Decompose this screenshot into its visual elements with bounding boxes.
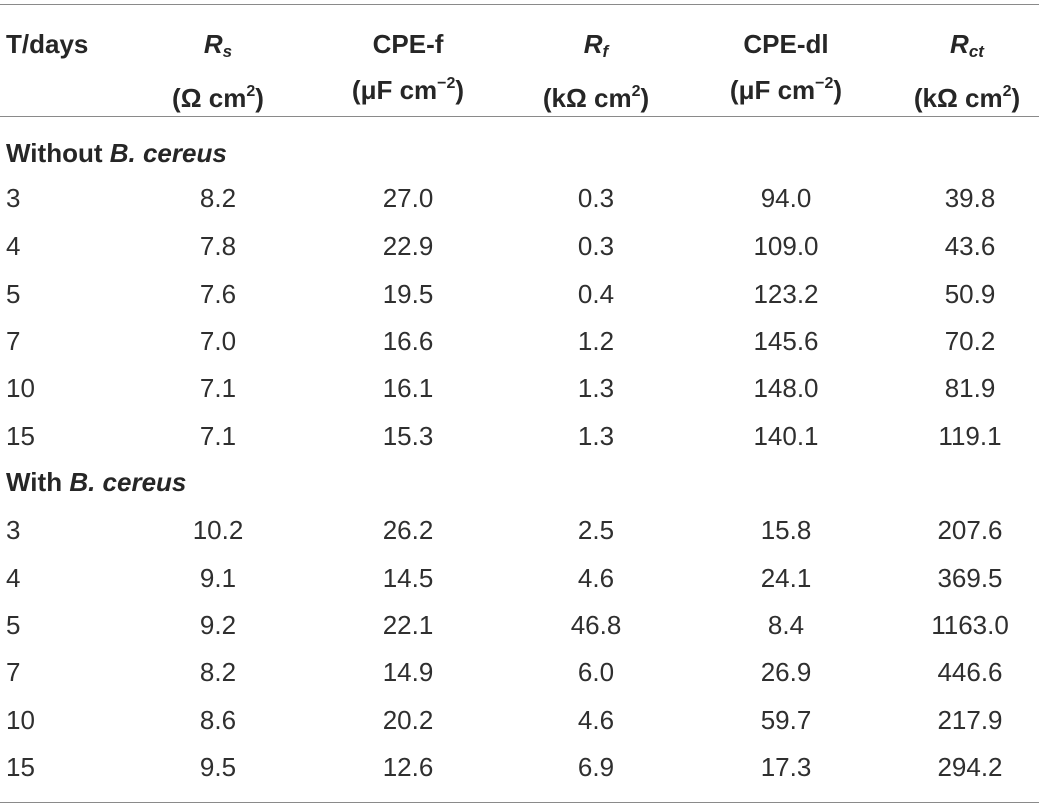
cell-rf: 1.3	[577, 373, 615, 403]
cell-days: 3	[6, 515, 21, 545]
cell-days: 7	[6, 326, 21, 356]
cell-cpe-f: 16.1	[382, 373, 434, 403]
cell-rs: 8.2	[199, 183, 237, 213]
cell-cpe-f: 27.0	[382, 183, 434, 213]
header-rs: Rs (Ω cm2)	[172, 29, 264, 113]
cell-cpe-f: 20.2	[382, 705, 434, 735]
cell-rct: 81.9	[944, 373, 996, 403]
cell-rf: 46.8	[570, 610, 622, 640]
table-row: 4 9.1 14.5 4.6 24.1 369.5	[0, 560, 1039, 596]
cell-days: 5	[6, 279, 21, 309]
cell-rs: 7.0	[199, 326, 237, 356]
cell-cpe-dl: 94.0	[760, 183, 812, 213]
cell-cpe-f: 12.6	[382, 752, 434, 782]
table-row: 3 10.2 26.2 2.5 15.8 207.6	[0, 512, 1039, 548]
cell-rs: 7.1	[199, 421, 237, 451]
cell-rs: 8.6	[199, 705, 237, 735]
cell-cpe-f: 14.5	[382, 563, 434, 593]
cell-days: 10	[6, 373, 35, 403]
header-cpe-f: CPE-f (μF cm−2)	[351, 29, 465, 105]
cell-cpe-f: 14.9	[382, 657, 434, 687]
cell-rct: 50.9	[944, 279, 996, 309]
cell-cpe-f: 19.5	[382, 279, 434, 309]
cell-days: 7	[6, 657, 21, 687]
cell-rct: 446.6	[937, 657, 1003, 687]
cell-rf: 6.9	[577, 752, 615, 782]
header-tdays: T/days	[6, 29, 89, 59]
header-rf: Rf (kΩ cm2)	[542, 29, 650, 113]
cell-rf: 6.0	[577, 657, 615, 687]
table-bottom-rule	[0, 802, 1039, 803]
table-row: 15 9.5 12.6 6.9 17.3 294.2	[0, 749, 1039, 785]
cell-cpe-dl: 17.3	[760, 752, 812, 782]
cell-cpe-dl: 59.7	[760, 705, 812, 735]
section-label-with: With B. cereus	[6, 467, 187, 497]
table-row: 15 7.1 15.3 1.3 140.1 119.1	[0, 418, 1039, 454]
cell-cpe-dl: 145.6	[753, 326, 819, 356]
cell-rct: 1163.0	[931, 610, 1009, 640]
section-label-without: Without B. cereus	[6, 138, 227, 168]
cell-cpe-dl: 109.0	[753, 231, 819, 261]
cell-rs: 7.8	[199, 231, 237, 261]
cell-days: 3	[6, 183, 21, 213]
table-top-rule	[0, 4, 1039, 5]
cell-cpe-f: 26.2	[382, 515, 434, 545]
header-bottom-rule	[0, 116, 1039, 117]
cell-rf: 4.6	[577, 563, 615, 593]
cell-rct: 294.2	[937, 752, 1003, 782]
cell-days: 4	[6, 231, 21, 261]
cell-rs: 7.1	[199, 373, 237, 403]
cell-rct: 217.9	[937, 705, 1003, 735]
cell-days: 10	[6, 705, 35, 735]
cell-rf: 0.4	[577, 279, 615, 309]
cell-rf: 4.6	[577, 705, 615, 735]
cell-cpe-dl: 15.8	[760, 515, 812, 545]
cell-rf: 1.2	[577, 326, 615, 356]
cell-cpe-dl: 148.0	[753, 373, 819, 403]
cell-cpe-f: 22.9	[382, 231, 434, 261]
cell-rct: 369.5	[937, 563, 1003, 593]
cell-cpe-dl: 140.1	[753, 421, 819, 451]
cell-cpe-f: 15.3	[382, 421, 434, 451]
cell-cpe-f: 22.1	[382, 610, 434, 640]
cell-rct: 70.2	[944, 326, 996, 356]
cell-cpe-f: 16.6	[382, 326, 434, 356]
cell-cpe-dl: 123.2	[753, 279, 819, 309]
cell-rct: 207.6	[937, 515, 1003, 545]
cell-days: 5	[6, 610, 21, 640]
cell-rs: 9.1	[199, 563, 237, 593]
cell-cpe-dl: 24.1	[760, 563, 812, 593]
cell-days: 15	[6, 421, 35, 451]
cell-cpe-dl: 26.9	[760, 657, 812, 687]
cell-rs: 10.2	[192, 515, 244, 545]
table-row: 4 7.8 22.9 0.3 109.0 43.6	[0, 228, 1039, 264]
table-row: 10 7.1 16.1 1.3 148.0 81.9	[0, 370, 1039, 406]
cell-days: 4	[6, 563, 21, 593]
cell-rs: 9.2	[199, 610, 237, 640]
table-row: 7 7.0 16.6 1.2 145.6 70.2	[0, 323, 1039, 359]
cell-rf: 0.3	[577, 183, 615, 213]
table-row: 5 7.6 19.5 0.4 123.2 50.9	[0, 276, 1039, 312]
cell-cpe-dl: 8.4	[767, 610, 805, 640]
cell-rct: 119.1	[938, 421, 1002, 451]
cell-rs: 8.2	[199, 657, 237, 687]
cell-rf: 0.3	[577, 231, 615, 261]
cell-days: 15	[6, 752, 35, 782]
header-rct: Rct (kΩ cm2)	[913, 29, 1021, 113]
table-row: 7 8.2 14.9 6.0 26.9 446.6	[0, 654, 1039, 690]
table-row: 5 9.2 22.1 46.8 8.4 1163.0	[0, 607, 1039, 643]
cell-rf: 1.3	[577, 421, 615, 451]
cell-rs: 7.6	[199, 279, 237, 309]
table-row: 3 8.2 27.0 0.3 94.0 39.8	[0, 180, 1039, 216]
header-cpe-dl: CPE-dl (μF cm−2)	[729, 29, 843, 105]
cell-rct: 39.8	[944, 183, 996, 213]
cell-rct: 43.6	[944, 231, 996, 261]
table-row: 10 8.6 20.2 4.6 59.7 217.9	[0, 702, 1039, 738]
cell-rf: 2.5	[577, 515, 615, 545]
cell-rs: 9.5	[199, 752, 237, 782]
